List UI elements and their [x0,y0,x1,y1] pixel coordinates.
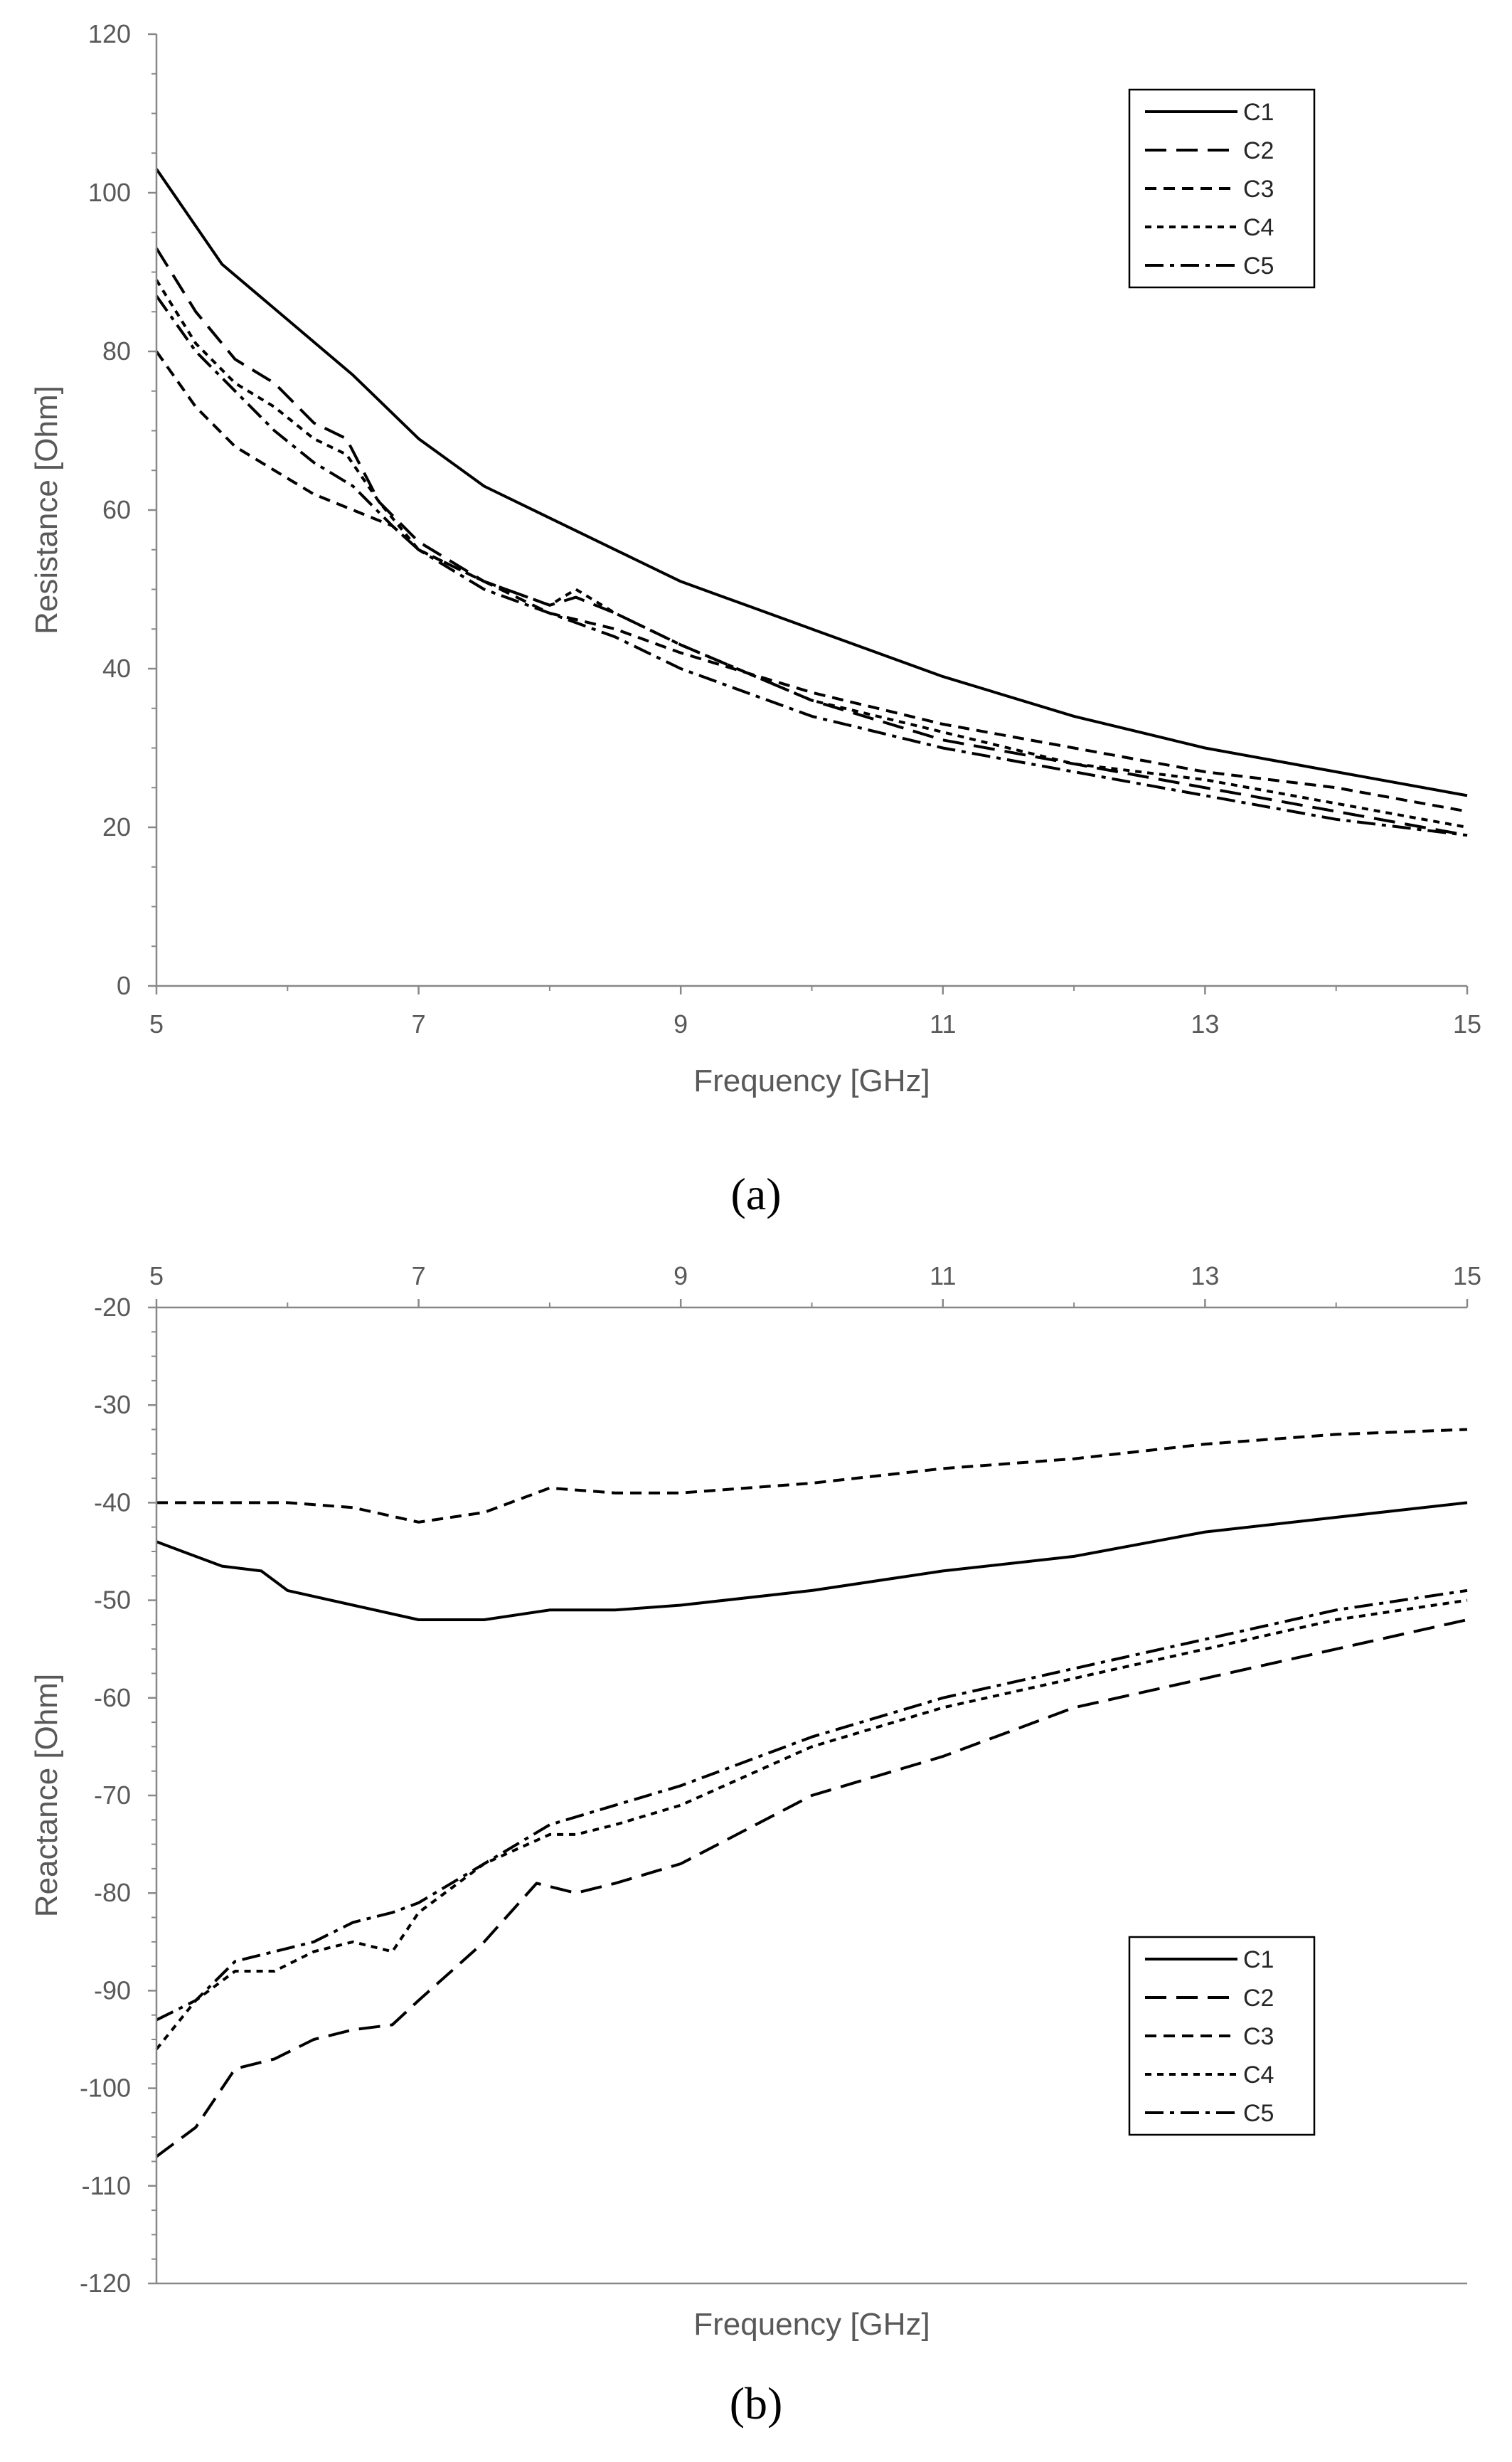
y-tick-label: -20 [94,1293,131,1322]
series-line-c1 [156,1501,1468,1621]
reactance-tick-labels: -120 -110 -100 -90 -80 -70 -60 -50 -40 -30 -20 5 7 9 1… [80,1261,1481,2298]
x-tick-label: 7 [412,1009,426,1039]
y-tick-label: 0 [117,971,131,1000]
reactance-axes [148,1299,1469,2285]
series-line-c2 [155,247,1468,837]
legend-label-c4: C4 [1243,2062,1274,2089]
reactance-chart: -120 -110 -100 -90 -80 -70 -60 -50 -40 -30 -20 5 7 9 1… [29,1261,1481,2342]
x-tick-label: 5 [149,1009,164,1039]
resistance-series-group [155,168,1468,837]
legend-label-c3: C3 [1243,176,1274,203]
series-line-c5 [155,295,1468,837]
y-tick-label: -100 [80,2074,131,2103]
y-tick-label: -40 [94,1487,131,1517]
series-line-c3 [156,1428,1468,1524]
y-tick-label: 40 [102,654,131,683]
y-tick-label: -110 [82,2171,131,2200]
x-tick-label: 13 [1191,1261,1219,1290]
reactance-legend: C1 C2 C3 C4 C5 [1128,1936,1316,2136]
reactance-series-group [155,1428,1468,2158]
series-line-c2 [155,1618,1468,2158]
y-tick-label: 20 [102,812,131,842]
legend-label-c2: C2 [1243,1985,1274,2012]
legend-label-c3: C3 [1243,2023,1274,2050]
legend-label-c5: C5 [1243,2100,1274,2127]
legend-label-c1: C1 [1243,1946,1274,1973]
reactance-x-axis-title: Frequency [GHz] [693,2307,930,2342]
x-tick-label: 11 [930,1009,956,1039]
x-tick-label: 5 [149,1261,164,1290]
resistance-legend: C1 C2 C3 C4 C5 [1128,88,1316,289]
y-tick-label: -120 [80,2269,131,2298]
y-tick-label: -60 [94,1683,131,1712]
resistance-chart: 0 20 40 60 80 100 120 5 7 9 11 13 15 Frequency [GHz]… [29,19,1481,1098]
legend-label-c5: C5 [1243,253,1274,280]
series-line-c5 [156,1588,1468,2022]
x-tick-label: 15 [1453,1261,1481,1290]
resistance-tick-labels: 0 20 40 60 80 100 120 5 7 9 11 13 15 [88,19,1481,1039]
series-line-c4 [155,279,1468,829]
resistance-axes [148,33,1469,994]
y-tick-label: -80 [94,1878,131,1907]
resistance-x-axis-title: Frequency [GHz] [693,1063,930,1098]
y-tick-label: 100 [88,178,131,207]
y-tick-label: 60 [102,495,131,524]
y-tick-label: 80 [102,336,131,366]
series-line-c3 [155,350,1468,813]
legend-label-c4: C4 [1243,214,1274,241]
x-tick-label: 9 [674,1009,688,1039]
y-tick-label: -90 [94,1975,131,2005]
series-line-c4 [155,1598,1468,2050]
x-tick-label: 7 [412,1261,426,1290]
x-tick-label: 15 [1453,1009,1481,1039]
y-tick-label: 120 [88,19,131,48]
x-tick-label: 9 [674,1261,688,1290]
x-tick-label: 13 [1191,1009,1219,1039]
series-line-c1 [155,168,1468,797]
y-tick-label: -30 [94,1390,131,1419]
reactance-y-axis-title: Reactance [Ohm] [29,1674,64,1917]
legend-label-c2: C2 [1243,137,1274,164]
caption-b: (b) [730,2378,783,2429]
x-tick-label: 11 [930,1261,956,1290]
y-tick-label: -70 [94,1781,131,1810]
y-tick-label: -50 [94,1586,131,1615]
resistance-y-axis-title: Resistance [Ohm] [29,386,64,635]
caption-a: (a) [730,1169,781,1219]
legend-label-c1: C1 [1243,99,1274,126]
